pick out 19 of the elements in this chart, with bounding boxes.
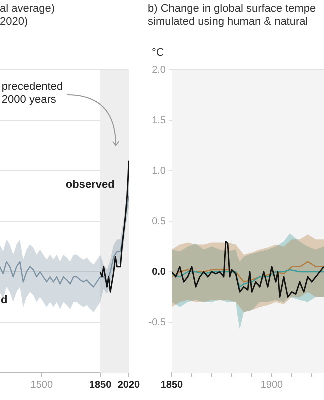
y-tick-label: 1.5 [152, 115, 166, 126]
x-tick-label: 1500 [30, 380, 54, 391]
annotation: observed [66, 179, 115, 192]
x-tick-label: 1850 [160, 380, 184, 391]
chart-title: al average) [0, 3, 56, 16]
y-tick-label: 2.0 [152, 64, 166, 76]
y-tick-label: 1.0 [152, 166, 166, 177]
y-tick-label: 0.5 [152, 216, 166, 228]
annotation: precedented 2000 years [2, 81, 64, 106]
chart-subtitle: simulated using human & natural [148, 16, 310, 29]
y-tick-label: -0.5 [148, 317, 166, 328]
x-tick-label: 1850 [89, 380, 112, 391]
annotation: d [1, 294, 8, 306]
chart-title: b) Change in global surface tempe [148, 3, 318, 16]
x-tick-label: 2020 [118, 380, 141, 391]
x-tick-label: 1900 [260, 380, 284, 391]
y-tick-label: 0.0 [152, 266, 166, 278]
y-axis-title: °C [152, 47, 164, 59]
chart-subtitle: 2020) [0, 16, 30, 29]
